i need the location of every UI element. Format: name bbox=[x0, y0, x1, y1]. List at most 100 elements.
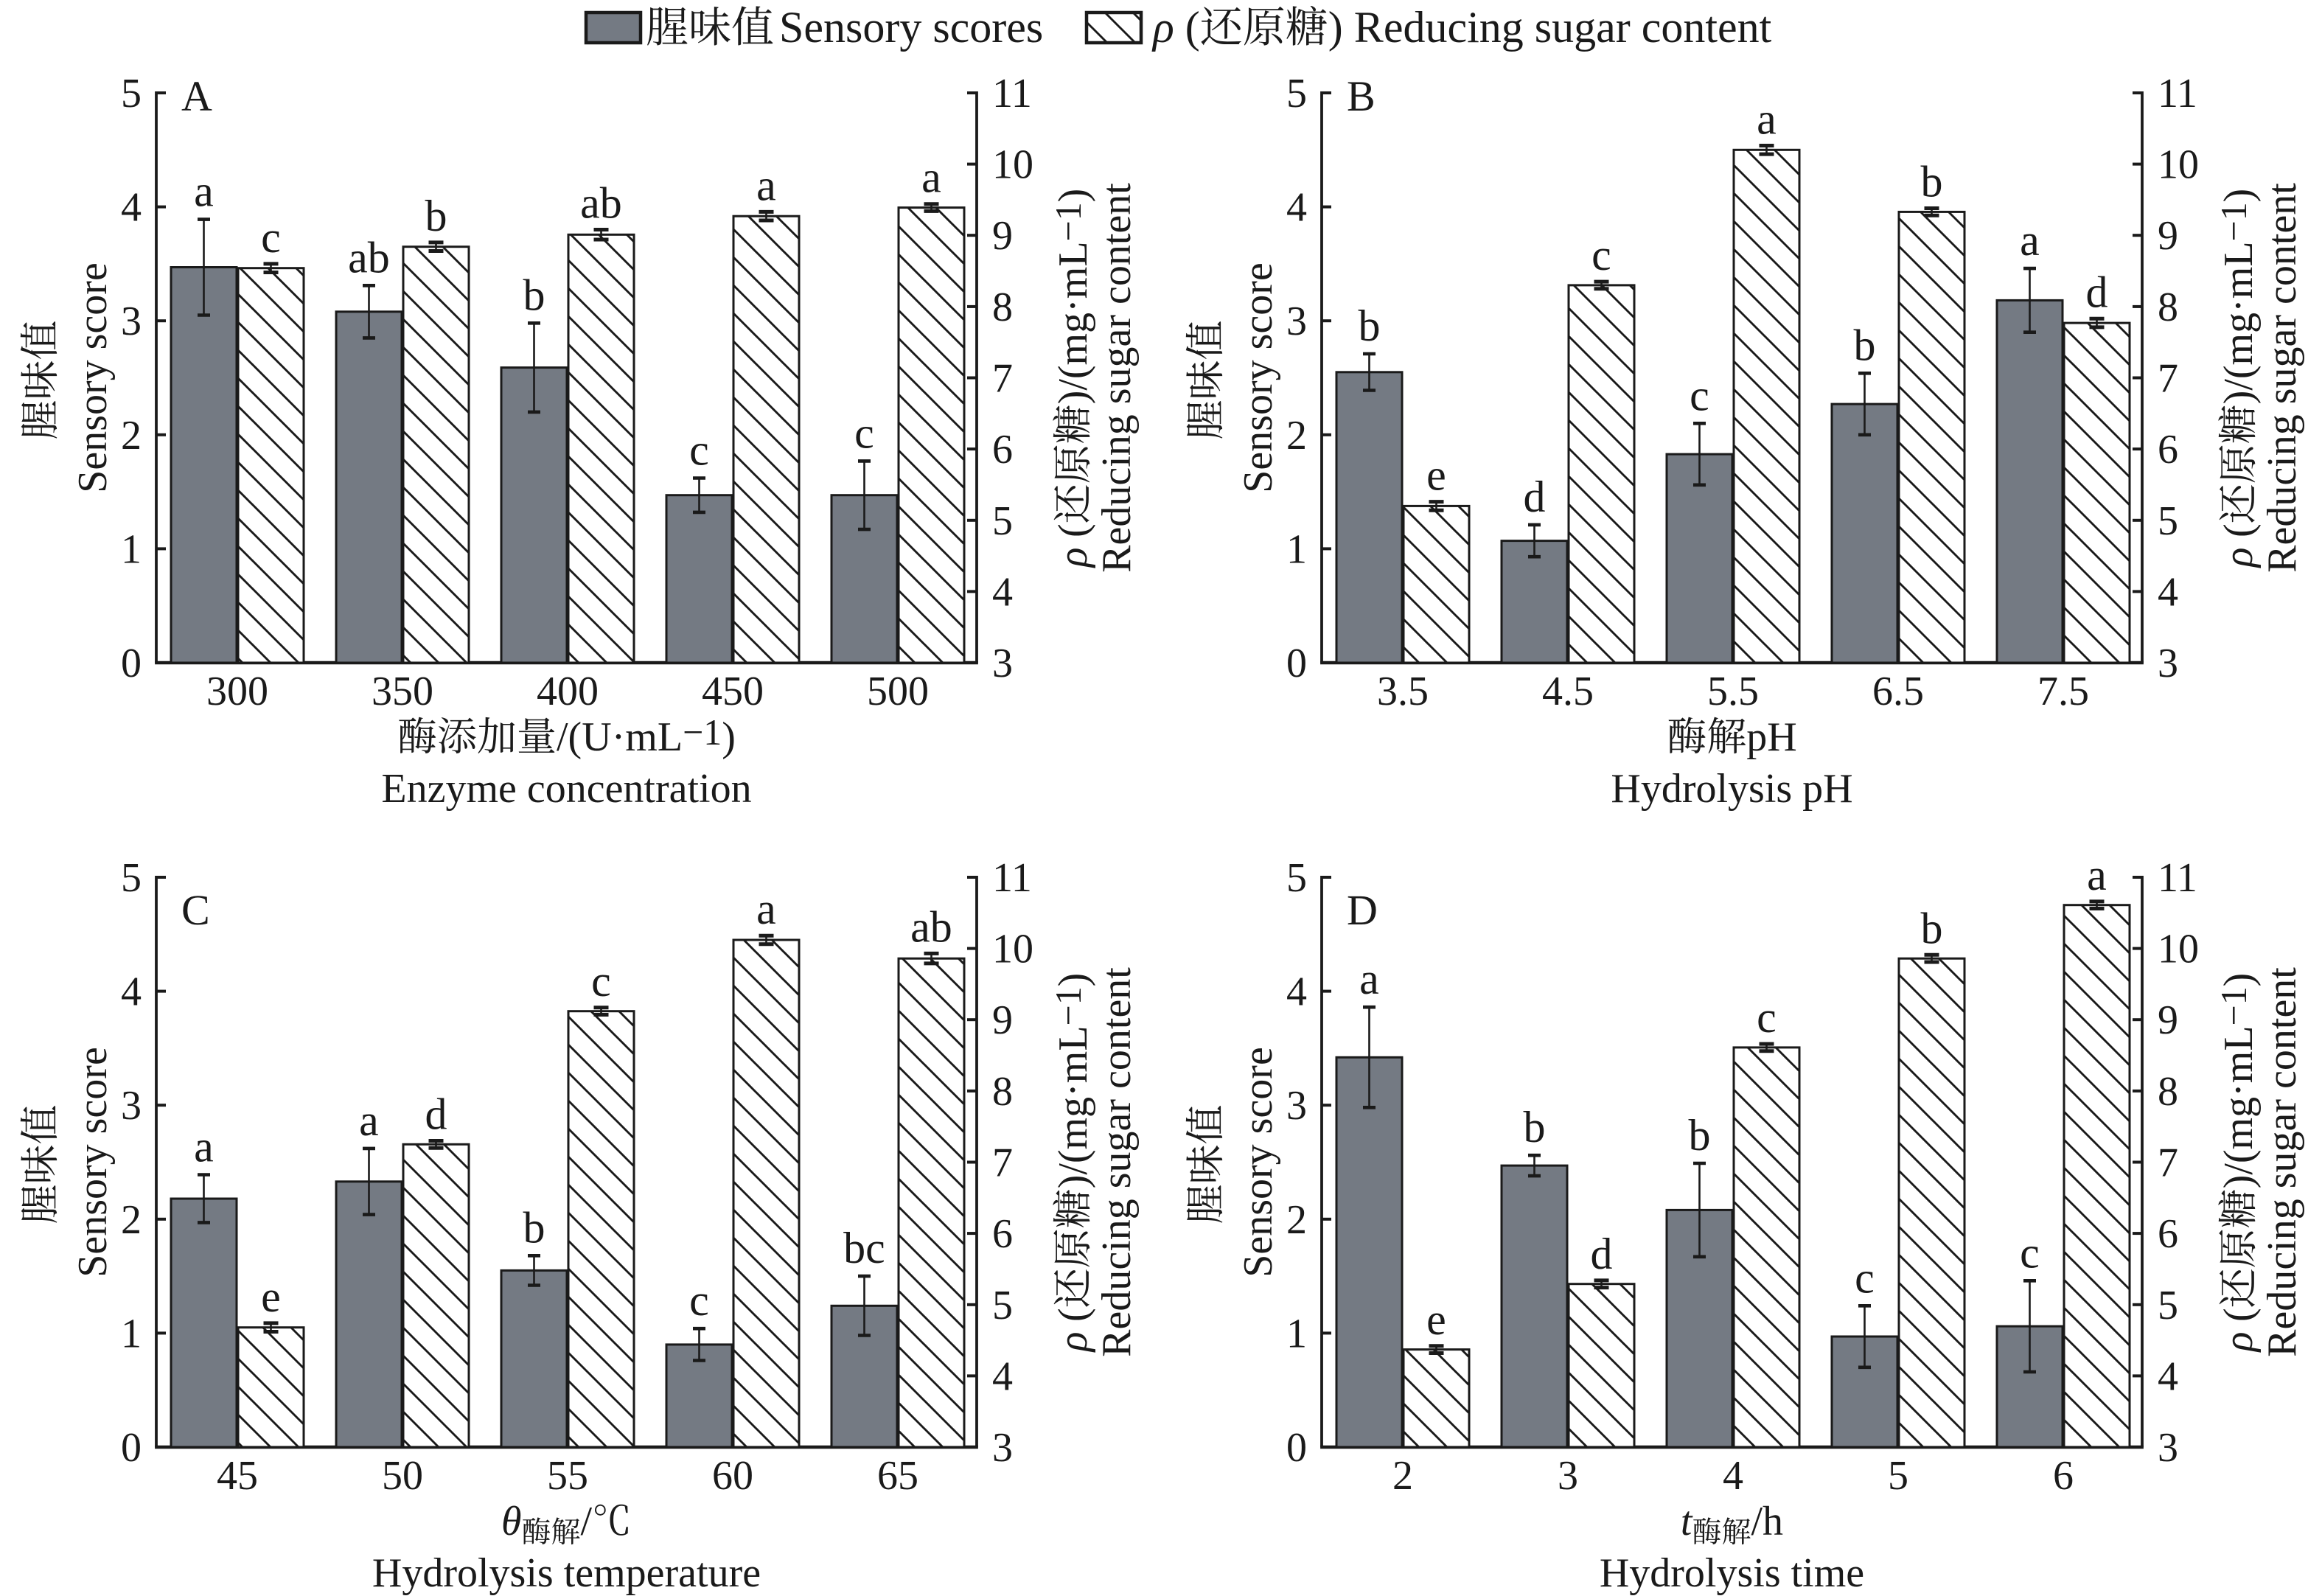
svg-text:ab: ab bbox=[580, 179, 622, 228]
svg-text:5: 5 bbox=[992, 1283, 1013, 1328]
svg-text:2: 2 bbox=[121, 1197, 142, 1243]
svg-text:)/(mg·mL: )/(mg·mL bbox=[2216, 241, 2262, 404]
svg-text:(: ( bbox=[2216, 1308, 2262, 1322]
svg-text:b: b bbox=[1854, 321, 1876, 369]
svg-text:4: 4 bbox=[2158, 569, 2178, 615]
svg-text:e: e bbox=[1426, 1295, 1446, 1344]
svg-text:t: t bbox=[1681, 1499, 1693, 1544]
svg-text:6: 6 bbox=[2158, 427, 2178, 473]
svg-text:Sensory scores: Sensory scores bbox=[779, 3, 1043, 52]
svg-text:θ: θ bbox=[501, 1499, 522, 1544]
svg-text:8: 8 bbox=[992, 1069, 1013, 1115]
svg-text:B: B bbox=[1347, 72, 1376, 120]
svg-text:Hydrolysis time: Hydrolysis time bbox=[1600, 1550, 1864, 1596]
svg-text:4: 4 bbox=[121, 185, 142, 231]
svg-text:65: 65 bbox=[877, 1453, 918, 1499]
svg-text:): ) bbox=[1050, 973, 1096, 987]
svg-text:(: ( bbox=[1050, 1308, 1096, 1322]
svg-text:4: 4 bbox=[1286, 969, 1307, 1015]
svg-text:5: 5 bbox=[2158, 1283, 2178, 1328]
svg-text:11: 11 bbox=[2158, 855, 2197, 901]
svg-text:3.5: 3.5 bbox=[1377, 669, 1429, 714]
svg-text:Reducing sugar content: Reducing sugar content bbox=[2259, 183, 2305, 573]
svg-text:7: 7 bbox=[992, 356, 1013, 402]
svg-text:4: 4 bbox=[121, 969, 142, 1015]
svg-text:c: c bbox=[1757, 993, 1777, 1042]
svg-text:10: 10 bbox=[992, 927, 1033, 972]
svg-text:c: c bbox=[1855, 1253, 1875, 1302]
svg-text:4: 4 bbox=[2158, 1353, 2178, 1399]
svg-text:)/(mg·mL: )/(mg·mL bbox=[1050, 1025, 1096, 1188]
svg-text:b: b bbox=[1921, 904, 1943, 952]
svg-text:−1: −1 bbox=[1047, 986, 1089, 1025]
svg-text:ab: ab bbox=[910, 902, 952, 951]
svg-text:): ) bbox=[1050, 189, 1096, 203]
svg-text:bc: bc bbox=[843, 1224, 885, 1272]
svg-text:c: c bbox=[854, 408, 874, 457]
svg-text:6: 6 bbox=[992, 1211, 1013, 1257]
svg-text:6: 6 bbox=[2158, 1211, 2178, 1257]
svg-text:c: c bbox=[2020, 1228, 2040, 1277]
svg-text:c: c bbox=[689, 426, 709, 475]
svg-text:d: d bbox=[1591, 1230, 1613, 1278]
svg-text:a: a bbox=[921, 153, 941, 202]
svg-text:ρ: ρ bbox=[1151, 3, 1174, 52]
svg-text:5: 5 bbox=[121, 855, 142, 901]
svg-text:−1: −1 bbox=[1047, 202, 1089, 241]
svg-text:Reducing sugar content: Reducing sugar content bbox=[1094, 183, 1140, 573]
svg-text:pH: pH bbox=[1746, 714, 1796, 760]
svg-text:2: 2 bbox=[1286, 1197, 1307, 1243]
svg-text:/: / bbox=[581, 1499, 593, 1544]
svg-text:3: 3 bbox=[1286, 299, 1307, 344]
svg-text:5: 5 bbox=[992, 498, 1013, 544]
svg-text:1: 1 bbox=[121, 1311, 142, 1356]
svg-text:a: a bbox=[756, 885, 776, 933]
svg-text:b: b bbox=[1689, 1111, 1711, 1160]
svg-text:−1: −1 bbox=[683, 711, 722, 753]
svg-text:Reducing sugar content: Reducing sugar content bbox=[1094, 967, 1140, 1357]
svg-text:c: c bbox=[591, 957, 611, 1006]
svg-text:c: c bbox=[1591, 231, 1611, 279]
svg-text:ρ: ρ bbox=[2216, 548, 2262, 569]
svg-text:c: c bbox=[1690, 371, 1709, 419]
svg-text:ρ: ρ bbox=[1050, 548, 1096, 569]
svg-text:e: e bbox=[1426, 451, 1446, 500]
svg-text:7: 7 bbox=[2158, 356, 2178, 402]
svg-text:3: 3 bbox=[992, 641, 1013, 686]
svg-text:(: ( bbox=[1185, 3, 1200, 52]
svg-text:e: e bbox=[261, 1272, 281, 1321]
svg-text:4: 4 bbox=[1286, 185, 1307, 231]
svg-text:6: 6 bbox=[2053, 1453, 2074, 1499]
svg-text:11: 11 bbox=[2158, 71, 2197, 116]
svg-text:−1: −1 bbox=[2213, 202, 2254, 241]
svg-text:(: ( bbox=[1050, 523, 1096, 537]
svg-text:9: 9 bbox=[2158, 997, 2178, 1043]
svg-text:a: a bbox=[1757, 95, 1777, 144]
svg-text:500: 500 bbox=[867, 669, 929, 714]
svg-text:0: 0 bbox=[1286, 641, 1307, 686]
svg-text:3: 3 bbox=[121, 1083, 142, 1129]
svg-text:Sensory score: Sensory score bbox=[70, 262, 116, 493]
svg-text:(: ( bbox=[2216, 523, 2262, 537]
svg-text:10: 10 bbox=[2158, 142, 2199, 188]
svg-text:b: b bbox=[523, 271, 545, 319]
svg-text:Reducing sugar content: Reducing sugar content bbox=[1354, 3, 1772, 52]
svg-text:−1: −1 bbox=[2213, 986, 2254, 1025]
svg-text:3: 3 bbox=[1558, 1453, 1578, 1499]
svg-text:10: 10 bbox=[992, 142, 1033, 188]
svg-text:4: 4 bbox=[992, 569, 1013, 615]
svg-text:a: a bbox=[194, 1123, 214, 1171]
svg-text:5: 5 bbox=[1286, 71, 1307, 116]
svg-text:a: a bbox=[2020, 216, 2040, 265]
svg-text:ab: ab bbox=[348, 233, 390, 282]
svg-text:)/(mg·mL: )/(mg·mL bbox=[1050, 241, 1096, 404]
svg-text:/h: /h bbox=[1751, 1499, 1784, 1544]
svg-text:6: 6 bbox=[992, 427, 1013, 473]
svg-text:6.5: 6.5 bbox=[1872, 669, 1924, 714]
svg-text:a: a bbox=[2087, 851, 2107, 899]
svg-text:5: 5 bbox=[1888, 1453, 1908, 1499]
svg-text:): ) bbox=[2216, 973, 2262, 987]
svg-text:9: 9 bbox=[992, 213, 1013, 259]
svg-text:a: a bbox=[1359, 955, 1379, 1003]
svg-text:300: 300 bbox=[206, 669, 268, 714]
